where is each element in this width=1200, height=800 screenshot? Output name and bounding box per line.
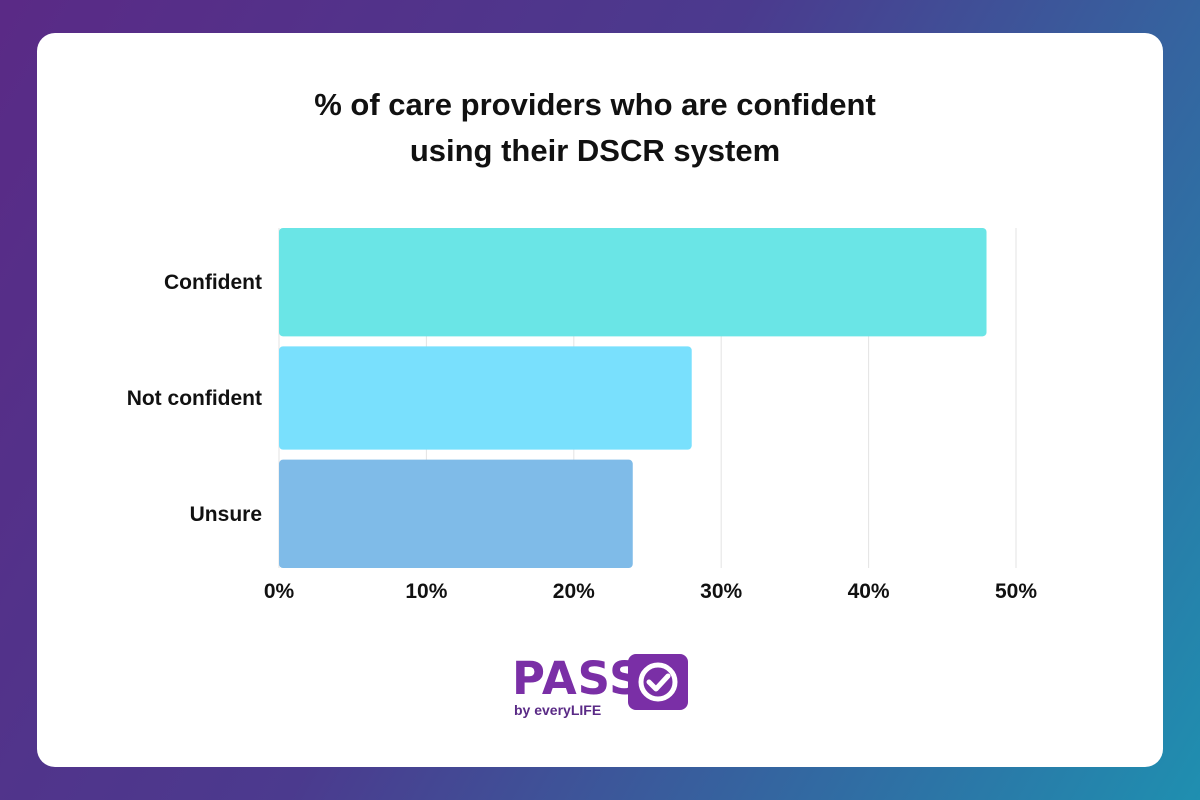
x-tick-label-3: 30% xyxy=(700,580,742,603)
x-tick-label-0: 0% xyxy=(264,580,295,603)
x-tick-label-1: 10% xyxy=(405,580,447,603)
chart-title-line-1: % of care providers who are confident xyxy=(314,87,876,122)
category-label-confident: Confident xyxy=(164,271,262,294)
logo-wordmark: PASS xyxy=(512,652,643,705)
bar-not-confident xyxy=(279,346,692,450)
chart-title: % of care providers who are confident us… xyxy=(0,82,1190,174)
bar-unsure xyxy=(279,459,633,568)
x-tick-label-5: 50% xyxy=(995,580,1037,603)
category-label-unsure: Unsure xyxy=(190,503,262,526)
category-label-not-confident: Not confident xyxy=(127,387,262,410)
bar-confident xyxy=(279,228,987,337)
check-circle-icon xyxy=(628,654,688,710)
x-tick-label-4: 40% xyxy=(848,580,890,603)
pass-logo: PASS by everyLIFE xyxy=(512,652,692,720)
chart-title-line-2: using their DSCR system xyxy=(409,133,781,168)
logo-tagline: by everyLIFE xyxy=(514,702,602,718)
x-tick-label-2: 20% xyxy=(553,580,595,603)
